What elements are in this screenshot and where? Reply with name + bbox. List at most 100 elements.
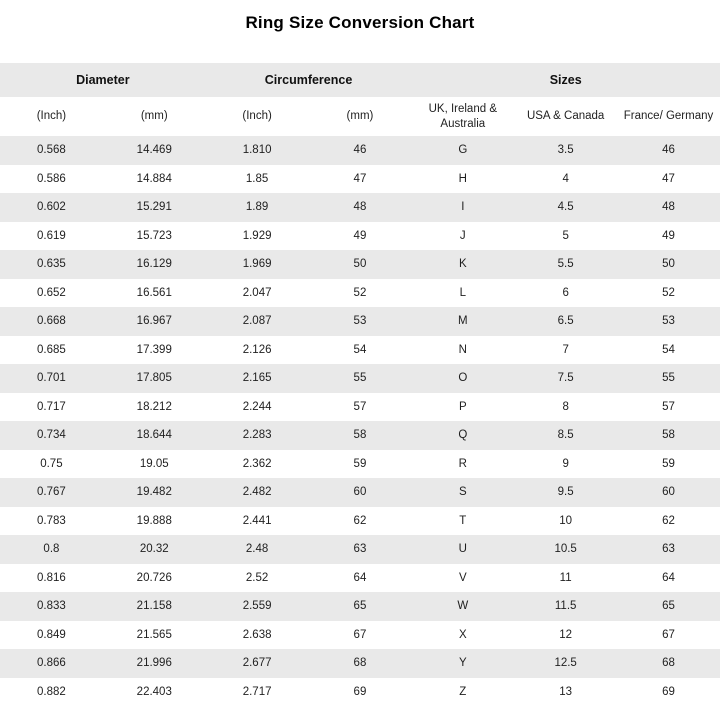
table-row: 0.767 19.482 2.482 60 S 9.5 60 <box>0 478 720 507</box>
table-cell: 46 <box>662 144 675 157</box>
table-cell: 14.469 <box>136 144 172 157</box>
table-row: 0.849 21.565 2.638 67 X 12 67 <box>0 620 720 649</box>
column-header: (mm) <box>140 110 168 123</box>
page-title: Ring Size Conversion Chart <box>245 13 475 32</box>
table-cell: 0.701 <box>37 372 66 385</box>
table-row: 0.701 17.805 2.165 55 O 7.5 55 <box>0 364 720 393</box>
table-cell: 0.619 <box>37 229 66 242</box>
table-cell: 18.212 <box>136 400 172 413</box>
table-cell: 2.087 <box>242 315 272 328</box>
table-row: 0.717 18.212 2.244 57 P 8 57 <box>0 392 720 421</box>
column-header: France/ Germany <box>623 110 714 123</box>
table-cell: 67 <box>353 628 367 641</box>
table-cell: N <box>458 343 467 356</box>
table-cell: X <box>458 628 467 641</box>
table-cell: 62 <box>662 514 675 527</box>
table-cell: 54 <box>662 343 675 356</box>
table-row: 0.816 20.726 2.52 64 V 11 64 <box>0 563 720 592</box>
table-cell: 0.602 <box>37 201 66 214</box>
table-cell: 8.5 <box>557 429 574 442</box>
table-cell: 2.677 <box>242 657 272 670</box>
table-cell: 0.586 <box>37 172 66 185</box>
table-row: 0.783 19.888 2.441 62 T 10 62 <box>0 506 720 535</box>
table-cell: 68 <box>662 657 675 670</box>
table-cell: 1.89 <box>245 201 269 214</box>
table-cell: 67 <box>662 628 675 641</box>
table-cell: 49 <box>353 229 367 242</box>
ring-size-conversion-table: Diameter Circumference Sizes (Inch) (mm) (In… <box>0 63 720 706</box>
table-cell: 19.05 <box>139 457 169 470</box>
table-cell: 0.734 <box>37 429 66 442</box>
table-cell: Y <box>458 657 467 670</box>
table-cell: 16.967 <box>136 315 172 328</box>
table-cell: 5 <box>562 229 569 242</box>
table-cell: 6.5 <box>557 315 574 328</box>
table-cell: 0.685 <box>37 343 66 356</box>
table-cell: 15.723 <box>136 229 172 242</box>
table-cell: 60 <box>353 486 367 499</box>
table-cell: 53 <box>662 315 675 328</box>
table-cell: 1.85 <box>245 172 269 185</box>
table-row: 0.586 14.884 1.85 47 H 4 47 <box>0 164 720 193</box>
table-cell: 10.5 <box>554 543 577 556</box>
table-cell: 0.8 <box>43 543 60 556</box>
table-cell: 55 <box>662 372 675 385</box>
table-cell: 2.441 <box>242 514 272 527</box>
column-header: UK, Ireland & Australia <box>428 102 497 130</box>
title-bar: Ring Size Conversion Chart <box>0 0 720 63</box>
table-cell: 20.726 <box>136 571 172 584</box>
column-group-header: Sizes <box>549 73 582 87</box>
table-cell: 64 <box>662 571 675 584</box>
table-cell: 50 <box>353 258 367 271</box>
table-cell: 68 <box>353 657 367 670</box>
table-row: 0.652 16.561 2.047 52 L 6 52 <box>0 278 720 307</box>
table-cell: 63 <box>353 543 367 556</box>
table-cell: 0.816 <box>37 571 66 584</box>
table-row: 0.734 18.644 2.283 58 Q 8.5 58 <box>0 421 720 450</box>
table-cell: 57 <box>662 400 675 413</box>
table-cell: 1.929 <box>242 229 272 242</box>
table-cell: 58 <box>353 429 367 442</box>
table-cell: 2.126 <box>242 343 272 356</box>
table-cell: 2.165 <box>242 372 272 385</box>
table-cell: 2.559 <box>242 600 272 613</box>
table-cell: 17.399 <box>136 343 172 356</box>
table-cell: G <box>458 144 468 157</box>
table-cell: 0.767 <box>37 486 66 499</box>
table-cell: 6 <box>562 286 569 299</box>
table-cell: 21.996 <box>136 657 172 670</box>
table-cell: 4.5 <box>557 201 574 214</box>
table-cell: 5.5 <box>557 258 574 271</box>
column-header: (Inch) <box>242 110 272 123</box>
table-cell: 2.52 <box>245 571 269 584</box>
table-cell: 7.5 <box>557 372 574 385</box>
table-cell: Z <box>459 685 467 698</box>
table-cell: 11.5 <box>554 600 577 613</box>
table-cell: 57 <box>353 400 367 413</box>
table-cell: 54 <box>353 343 367 356</box>
table-cell: 2.482 <box>242 486 272 499</box>
table-cell: U <box>458 543 467 556</box>
table-cell: 64 <box>353 571 367 584</box>
table-cell: 2.047 <box>242 286 272 299</box>
table-cell: 2.48 <box>245 543 269 556</box>
table-cell: 22.403 <box>136 685 172 698</box>
table-cell: L <box>459 286 466 299</box>
table-cell: 49 <box>662 229 675 242</box>
table-cell: 2.283 <box>242 429 272 442</box>
table-cell: 16.561 <box>136 286 172 299</box>
table-cell: 3.5 <box>557 144 574 157</box>
table-cell: 55 <box>353 372 367 385</box>
table-cell: 0.833 <box>37 600 66 613</box>
table-cell: 8 <box>562 400 569 413</box>
column-header: (Inch) <box>36 110 67 123</box>
table-cell: 1.969 <box>242 258 272 271</box>
table-row: 0.833 21.158 2.559 65 W 11.5 65 <box>0 592 720 621</box>
table-cell: 0.75 <box>40 457 63 470</box>
table-cell: 69 <box>353 685 367 698</box>
table-cell: M <box>458 315 468 328</box>
table-cell: O <box>458 372 468 385</box>
table-cell: 59 <box>662 457 675 470</box>
table-cell: V <box>458 571 467 584</box>
table-cell: 21.158 <box>136 600 172 613</box>
